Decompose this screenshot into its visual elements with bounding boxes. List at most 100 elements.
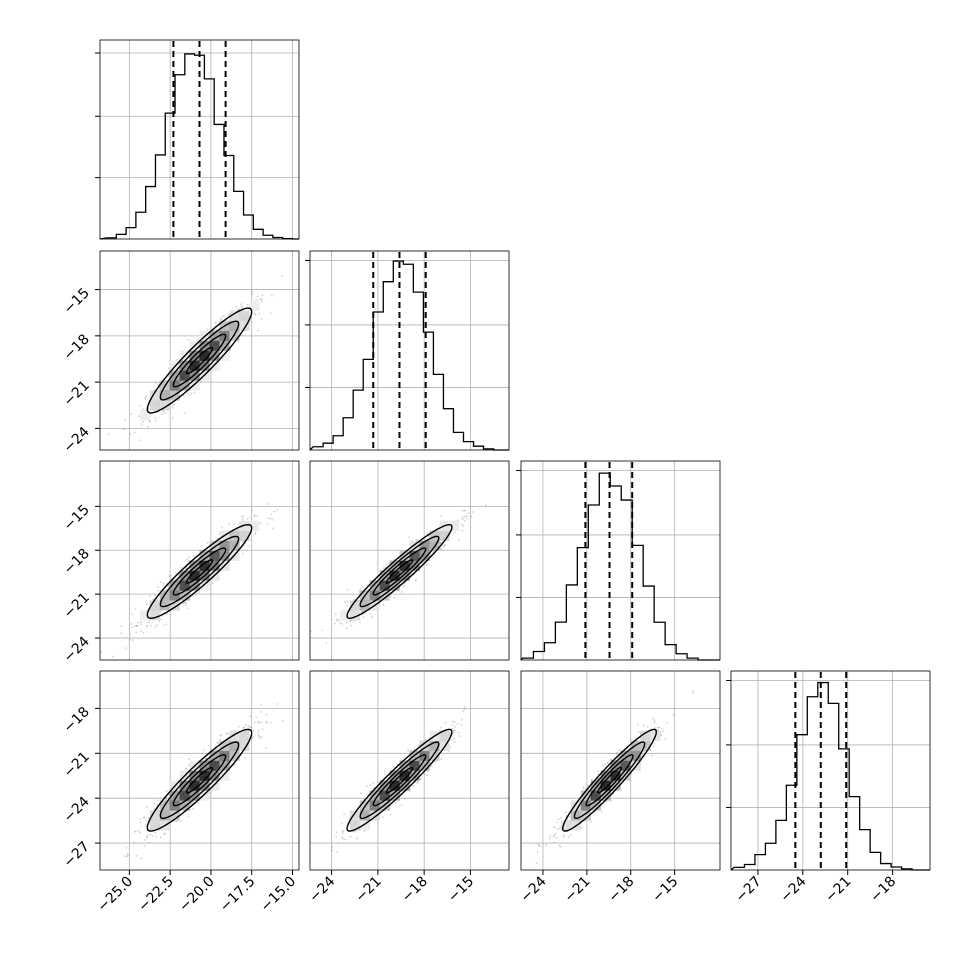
scatter-point (452, 731, 455, 734)
scatter-point (653, 721, 656, 724)
scatter-point (134, 830, 137, 833)
scatter-point (135, 624, 138, 627)
scatter-point (133, 841, 135, 844)
scatter-point (396, 763, 399, 766)
scatter-point (463, 509, 465, 512)
scatter-point (125, 846, 128, 849)
scatter-point (215, 328, 218, 331)
scatter-point (214, 749, 217, 751)
scatter-point (412, 784, 414, 787)
scatter-point (389, 813, 392, 816)
scatter-point (341, 832, 344, 835)
scatter-point (249, 715, 252, 718)
scatter-point (439, 541, 442, 544)
scatter-point (244, 724, 247, 727)
scatter-point (385, 563, 388, 566)
scatter-point (171, 404, 174, 407)
scatter-point (134, 608, 137, 610)
scatter-point (159, 581, 162, 584)
scatter-point (331, 849, 334, 852)
scatter-point (154, 832, 157, 834)
scatter-point (134, 625, 136, 627)
scatter-point (337, 842, 340, 845)
scatter-point (359, 792, 362, 795)
scatter-point (133, 431, 136, 434)
scatter-point (145, 824, 147, 826)
scatter-point (252, 730, 255, 732)
scatter-point (601, 763, 604, 766)
scatter-point (240, 303, 243, 306)
scatter-point (360, 587, 362, 590)
scatter-point (157, 411, 160, 414)
scatter-point (409, 573, 412, 576)
scatter-point (185, 767, 188, 770)
scatter-point (345, 621, 348, 624)
scatter-point (453, 740, 456, 743)
scatter-point (415, 578, 418, 581)
scatter-point (692, 692, 695, 694)
scatter-point (265, 713, 268, 716)
scatter-point (356, 837, 358, 840)
scatter-point (417, 782, 419, 784)
scatter-point (463, 515, 466, 518)
scatter-point (168, 575, 170, 578)
scatter-point (167, 585, 170, 588)
scatter-point (191, 802, 193, 805)
scatter-point (423, 773, 426, 776)
scatter-point (662, 730, 665, 733)
scatter-point (167, 584, 170, 587)
scatter-point (267, 503, 269, 505)
scatter-point (408, 536, 410, 539)
scatter-point (335, 619, 338, 622)
scatter-point (201, 752, 204, 755)
scatter-point (241, 335, 244, 337)
scatter-point (107, 433, 110, 436)
scatter-point (193, 391, 196, 394)
scatter-point (590, 820, 592, 823)
scatter-point (249, 726, 252, 729)
scatter-point (129, 432, 132, 435)
scatter-point (430, 765, 433, 768)
scatter-point (120, 625, 122, 627)
scatter-point (269, 312, 272, 315)
scatter-point (440, 726, 443, 729)
scatter-point (163, 411, 166, 414)
scatter-point (461, 710, 464, 713)
scatter-point (270, 513, 273, 516)
scatter-point (558, 844, 561, 847)
scatter-point (276, 703, 279, 705)
scatter-point (135, 631, 137, 634)
scatter-point (124, 855, 126, 857)
scatter-point (370, 616, 373, 618)
scatter-point (183, 601, 186, 604)
scatter-point (179, 820, 182, 822)
scatter-point (258, 737, 261, 740)
scatter-point (159, 836, 162, 839)
scatter-point (439, 542, 442, 545)
scatter-point (145, 819, 148, 822)
scatter-point (138, 415, 140, 418)
scatter-point (259, 522, 262, 525)
scatter-point (241, 518, 244, 521)
scatter-point (227, 313, 230, 316)
scatter-point (334, 622, 336, 625)
scatter-point (243, 726, 245, 729)
scatter-point (458, 538, 460, 541)
scatter-point (382, 816, 384, 818)
scatter-point (361, 585, 364, 588)
scatter-point (258, 735, 261, 738)
scatter-point (238, 725, 240, 728)
scatter-point (145, 395, 148, 398)
scatter-point (138, 405, 141, 408)
scatter-point (157, 808, 160, 811)
scatter-point (276, 509, 278, 512)
scatter-point (341, 622, 343, 625)
scatter-point (220, 733, 222, 736)
scatter-point (151, 835, 154, 837)
scatter-point (206, 541, 209, 544)
scatter-point (545, 844, 548, 846)
scatter-point (133, 830, 136, 833)
scatter-point (215, 321, 218, 324)
scatter-point (334, 613, 337, 616)
scatter-point (220, 318, 223, 321)
